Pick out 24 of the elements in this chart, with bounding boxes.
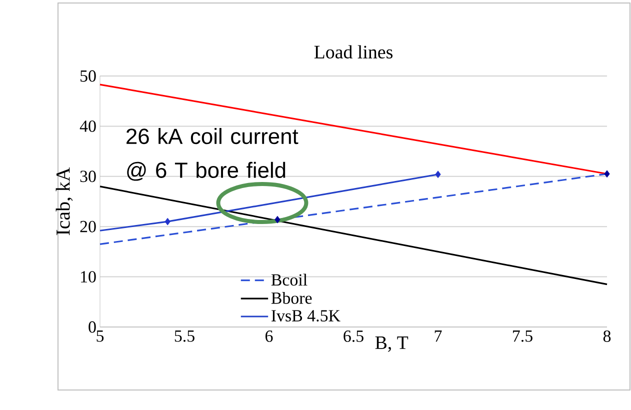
point [164, 218, 170, 226]
x-tick-label: 6 [266, 330, 273, 342]
legend-label: IvsB 4.5K [272, 310, 340, 322]
annotation: 26 kA coil current @ 6 T bore field [126, 128, 298, 181]
y-tick-label: 0 [88, 321, 96, 333]
x-tick-label: 5.5 [174, 330, 194, 342]
x-tick-label: 5 [96, 330, 104, 342]
point [435, 170, 441, 178]
x-tick-label: 8 [603, 330, 611, 342]
legend-label: Bbore [271, 292, 312, 304]
chart-title: Load lines [314, 45, 393, 59]
y-tick-label: 50 [80, 70, 96, 82]
x-tick-label: 6.5 [344, 330, 364, 342]
point [274, 216, 280, 224]
point [604, 170, 610, 178]
legend-label: Bcoil [271, 274, 308, 286]
y-tick-label: 20 [80, 220, 96, 232]
y-tick-label: 10 [81, 271, 96, 283]
y-tick-label: 30 [80, 170, 96, 182]
x-tick-label: 7.5 [513, 330, 532, 342]
x-tick-label: 7 [434, 330, 442, 342]
y-axis-title: Icab, kA [56, 167, 73, 236]
x-axis-title: B, T [375, 336, 408, 352]
y-tick-label: 40 [80, 120, 96, 132]
